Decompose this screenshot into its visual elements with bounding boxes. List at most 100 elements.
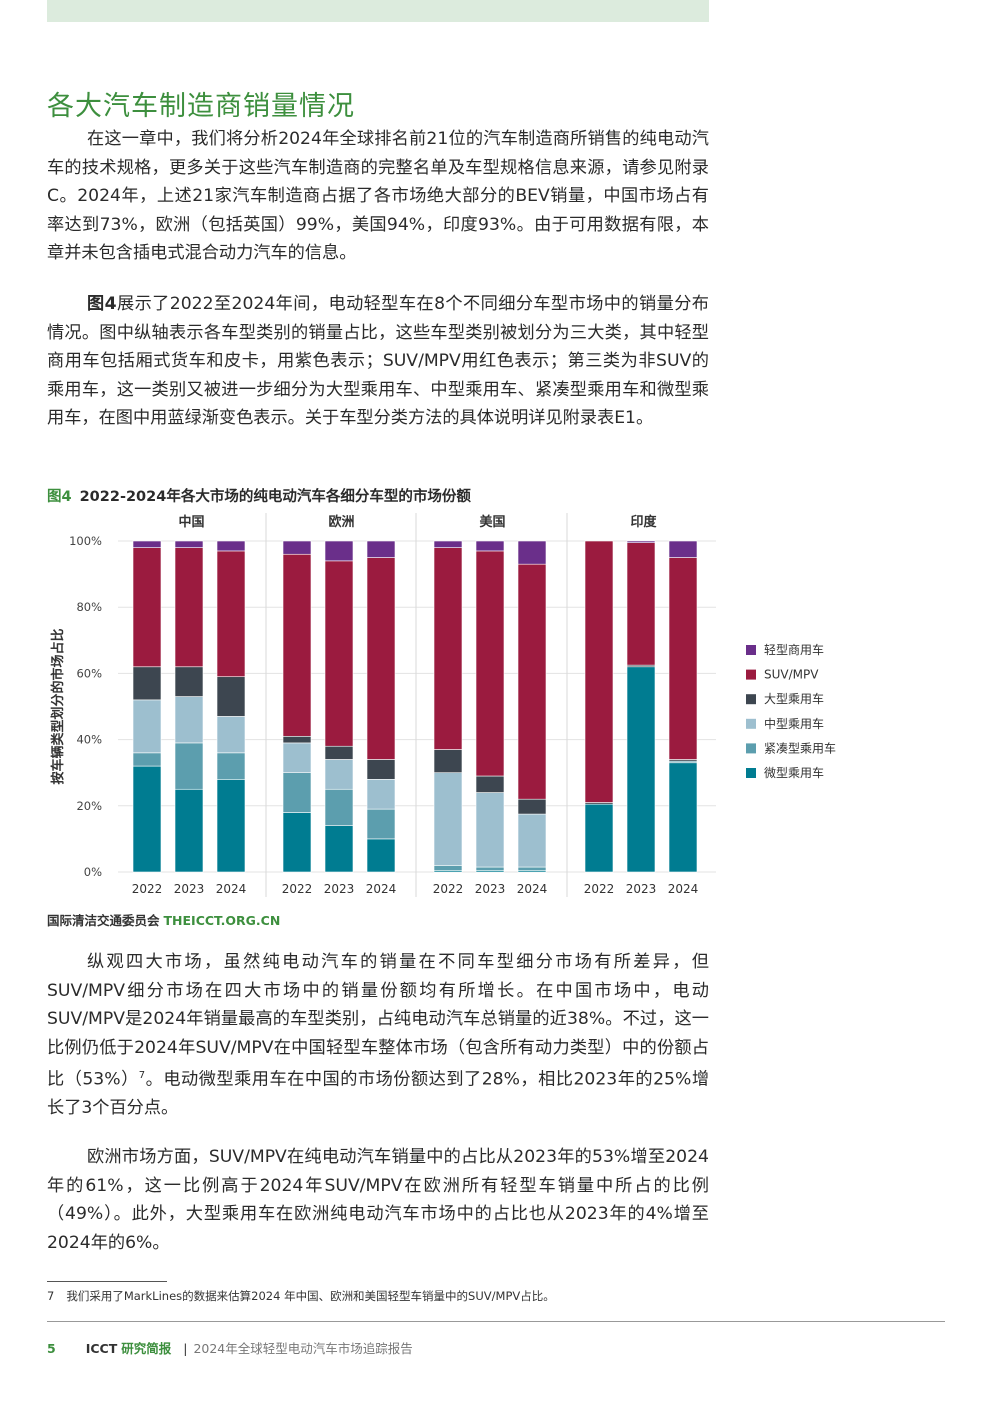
legend-swatch — [746, 694, 756, 705]
figure-number: 图4 — [47, 489, 72, 505]
bar-segment — [517, 798, 547, 815]
paragraph-figure-description-text: 展示了2022至2024年间，电动轻型车在8个不同细分车型市场中的销量分布情况。… — [47, 294, 709, 428]
bar-segment — [626, 666, 656, 873]
paragraph-market-analysis: 纵观四大市场，虽然纯电动汽车的销量在不同车型细分市场有所差异，但SUV/MPV细… — [47, 948, 709, 1123]
legend-swatch — [746, 768, 756, 778]
bar-segment — [584, 540, 614, 803]
x-tick-label: 2022 — [282, 882, 313, 896]
bar-segment — [132, 699, 162, 754]
bar-segment — [282, 735, 312, 744]
figure-caption: 图4 2022-2024年各大市场的纯电动汽车各细分车型的市场份额 — [47, 485, 471, 506]
x-tick-label: 2023 — [174, 882, 205, 896]
bar-segment — [433, 547, 463, 750]
y-tick-label: 100% — [69, 534, 102, 548]
x-tick-label: 2023 — [626, 882, 657, 896]
panel-title: 中国 — [178, 514, 204, 530]
bar-segment — [366, 540, 396, 558]
legend-swatch — [746, 645, 756, 655]
bar-segment — [174, 547, 204, 668]
paragraph-intro: 在这一章中，我们将分析2024年全球排名前21位的汽车制造商所销售的纯电动汽车的… — [47, 129, 709, 263]
bar-segment — [282, 772, 312, 813]
bar-segment — [366, 759, 396, 780]
x-tick-label: 2024 — [517, 882, 548, 896]
legend-swatch — [746, 669, 756, 680]
legend-label: SUV/MPV — [764, 668, 819, 682]
y-tick-label: 40% — [76, 733, 102, 747]
bar-segment — [668, 557, 698, 760]
bar-segment — [517, 866, 547, 871]
y-axis-label: 按车辆类型划分的市场占比 — [50, 628, 66, 784]
footer-separator: | — [183, 1341, 188, 1356]
panel-title: 印度 — [630, 514, 657, 530]
bar-segment — [174, 696, 204, 744]
bar-segment — [282, 540, 312, 555]
bar-segment — [216, 779, 246, 873]
y-tick-label: 80% — [76, 600, 102, 614]
bar-segment — [216, 540, 246, 552]
bar-segment — [216, 716, 246, 754]
bar-segment — [132, 666, 162, 701]
page-number: 5 — [47, 1341, 56, 1356]
legend-label: 微型乘用车 — [764, 765, 824, 780]
bar-segment — [475, 540, 505, 552]
bar-segment — [174, 788, 204, 873]
legend-label: 中型乘用车 — [764, 716, 824, 731]
paragraph-market-analysis-tail: 。电动微型乘用车在中国的市场份额达到了28%，相比2023年的25%增长了3个百… — [47, 1069, 710, 1119]
bar-segment — [216, 550, 246, 678]
y-tick-label: 60% — [76, 666, 102, 680]
bar-segment — [132, 752, 162, 767]
bar-segment — [282, 553, 312, 737]
bar-segment — [517, 563, 547, 800]
bar-segment — [366, 808, 396, 840]
bar-segment — [475, 792, 505, 868]
x-tick-label: 2022 — [584, 882, 615, 896]
section-title: 各大汽车制造商销量情况 — [47, 91, 355, 122]
footnote-ref[interactable]: 7 — [138, 1070, 146, 1081]
bar-segment — [517, 813, 547, 868]
paragraph-market-analysis-text: 纵观四大市场，虽然纯电动汽车的销量在不同车型细分市场有所差异，但SUV/MPV细… — [47, 952, 709, 1090]
bar-segment — [324, 745, 354, 760]
bar-segment — [324, 540, 354, 562]
figure-title: 2022-2024年各大市场的纯电动汽车各细分车型的市场份额 — [79, 489, 471, 505]
bar-segment — [324, 788, 354, 826]
bar-segment — [433, 772, 463, 866]
bar-segment — [324, 825, 354, 873]
bar-segment — [475, 775, 505, 793]
x-tick-label: 2023 — [324, 882, 355, 896]
footnote-divider — [47, 1281, 167, 1282]
bar-segment — [475, 550, 505, 777]
bar-segment — [216, 752, 246, 780]
bar-segment — [324, 759, 354, 790]
figure-source: 国际清洁交通委员会 THEICCT.ORG.CN — [47, 910, 280, 929]
figure-reference: 图4 — [87, 294, 117, 314]
x-tick-label: 2024 — [216, 882, 247, 896]
bar-segment — [282, 812, 312, 873]
bar-segment — [517, 540, 547, 565]
bar-segment — [626, 540, 656, 543]
bar-segment — [216, 676, 246, 717]
bar-segment — [366, 557, 396, 760]
bar-segment — [366, 838, 396, 873]
footer-org: ICCT — [85, 1341, 118, 1356]
bar-segment — [433, 540, 463, 548]
page-footer: 5 ICCT 研究简报 | 2024年全球轻型电动汽车市场追踪报告 — [47, 1338, 413, 1357]
y-tick-label: 0% — [84, 865, 102, 879]
legend-swatch — [746, 743, 756, 754]
paragraph-europe: 欧洲市场方面，SUV/MPV在纯电动汽车销量中的占比从2023年的53%增至20… — [47, 1147, 709, 1253]
bar-segment — [132, 540, 162, 548]
x-tick-label: 2024 — [366, 882, 397, 896]
x-tick-label: 2022 — [433, 882, 464, 896]
bar-segment — [174, 742, 204, 790]
legend-label: 紧凑型乘用车 — [764, 740, 836, 755]
bar-segment — [668, 762, 698, 873]
legend-label: 大型乘用车 — [764, 691, 824, 706]
bar-segment — [626, 542, 656, 666]
bar-segment — [132, 547, 162, 668]
footnote: 7 我们采用了MarkLines的数据来估算2024 年中国、欧洲和美国轻型车销量… — [47, 1288, 555, 1304]
source-link[interactable]: THEICCT.ORG.CN — [163, 913, 281, 928]
source-org: 国际清洁交通委员会 — [47, 913, 160, 928]
bar-segment — [433, 865, 463, 871]
bar-segment — [433, 749, 463, 773]
footnote-number: 7 — [47, 1289, 55, 1303]
bar-segment — [132, 765, 162, 873]
